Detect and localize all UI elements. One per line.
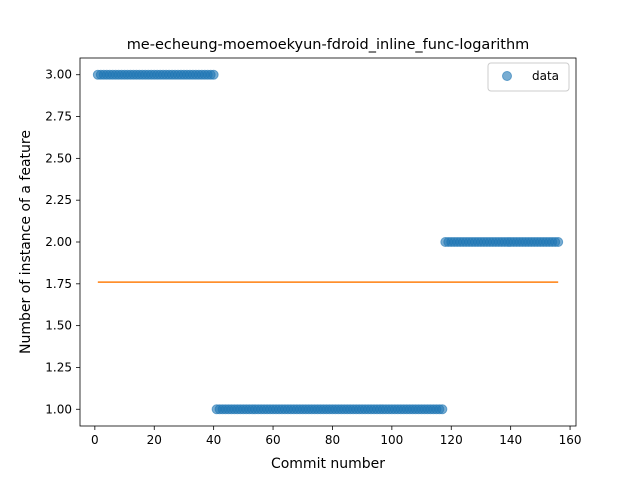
plot-frame	[79, 57, 577, 427]
data-point	[437, 404, 448, 415]
y-tick-label-2.25: 2.25	[45, 193, 72, 207]
x-tick-label-80: 80	[325, 433, 340, 447]
x-tick-label-160: 160	[559, 433, 582, 447]
data-point	[553, 237, 564, 247]
y-tick-label-1: 1.00	[45, 402, 72, 416]
y-tick-label-1.75: 1.75	[45, 277, 72, 291]
x-tick-label-20: 20	[147, 433, 162, 447]
x-tick-label-0: 0	[91, 433, 99, 447]
legend-box	[487, 62, 570, 92]
x-axis-label: Commit number	[271, 456, 385, 472]
legend-marker-data	[502, 71, 512, 81]
y-tick-label-2: 2.00	[45, 235, 72, 249]
y-axis-label: Number of instance of a feature	[18, 130, 34, 354]
x-tick-label-140: 140	[499, 433, 522, 447]
plot-marks	[92, 69, 564, 415]
legend-label-data: data	[532, 69, 559, 83]
x-tick-label-120: 120	[440, 433, 463, 447]
data-point	[208, 69, 219, 80]
y-tick-label-2.75: 2.75	[45, 110, 72, 124]
x-tick-label-40: 40	[206, 433, 221, 447]
y-tick-label-2.5: 2.50	[45, 151, 72, 165]
x-tick-label-100: 100	[380, 433, 403, 447]
y-tick-label-3: 3.00	[45, 68, 72, 82]
axes: 0 20 40 60 80 100 120 140 160 1.00 1.25 1.50 1.75 2.0…	[45, 68, 581, 447]
chart-title: me-echeung-moemoekyun-fdroid_inline_func…	[127, 37, 530, 53]
y-tick-label-1.25: 1.25	[45, 360, 72, 374]
x-tick-label-60: 60	[265, 433, 280, 447]
y-tick-label-1.5: 1.50	[45, 319, 72, 333]
legend: data	[487, 62, 570, 92]
